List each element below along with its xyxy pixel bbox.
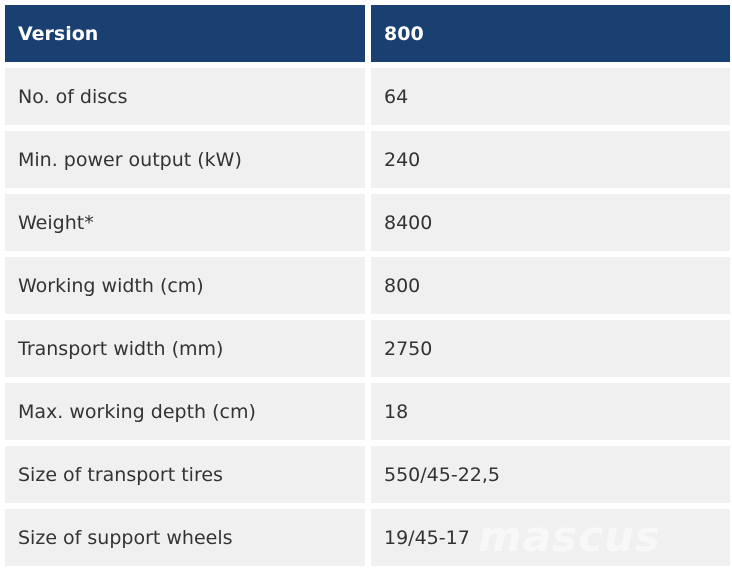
row-value: 800 xyxy=(371,257,730,314)
row-label: Min. power output (kW) xyxy=(5,131,365,188)
row-label: Size of support wheels xyxy=(5,509,365,566)
header-cell: Version xyxy=(5,5,365,62)
row-label: Max. working depth (cm) xyxy=(5,383,365,440)
row-value: 19/45-17 xyxy=(371,509,730,566)
row-label: No. of discs xyxy=(5,68,365,125)
row-value: 18 xyxy=(371,383,730,440)
header-cell: 800 xyxy=(371,5,730,62)
row-label: Size of transport tires xyxy=(5,446,365,503)
row-label: Working width (cm) xyxy=(5,257,365,314)
watermark: mascus xyxy=(478,512,661,561)
row-value: 64 xyxy=(371,68,730,125)
row-label: Weight* xyxy=(5,194,365,251)
row-value: 2750 xyxy=(371,320,730,377)
row-label: Transport width (mm) xyxy=(5,320,365,377)
row-value: 550/45-22,5 xyxy=(371,446,730,503)
row-value: 8400 xyxy=(371,194,730,251)
spec-table: Version 800 No. of discs 64 Min. power out… xyxy=(5,5,730,566)
row-value: 240 xyxy=(371,131,730,188)
